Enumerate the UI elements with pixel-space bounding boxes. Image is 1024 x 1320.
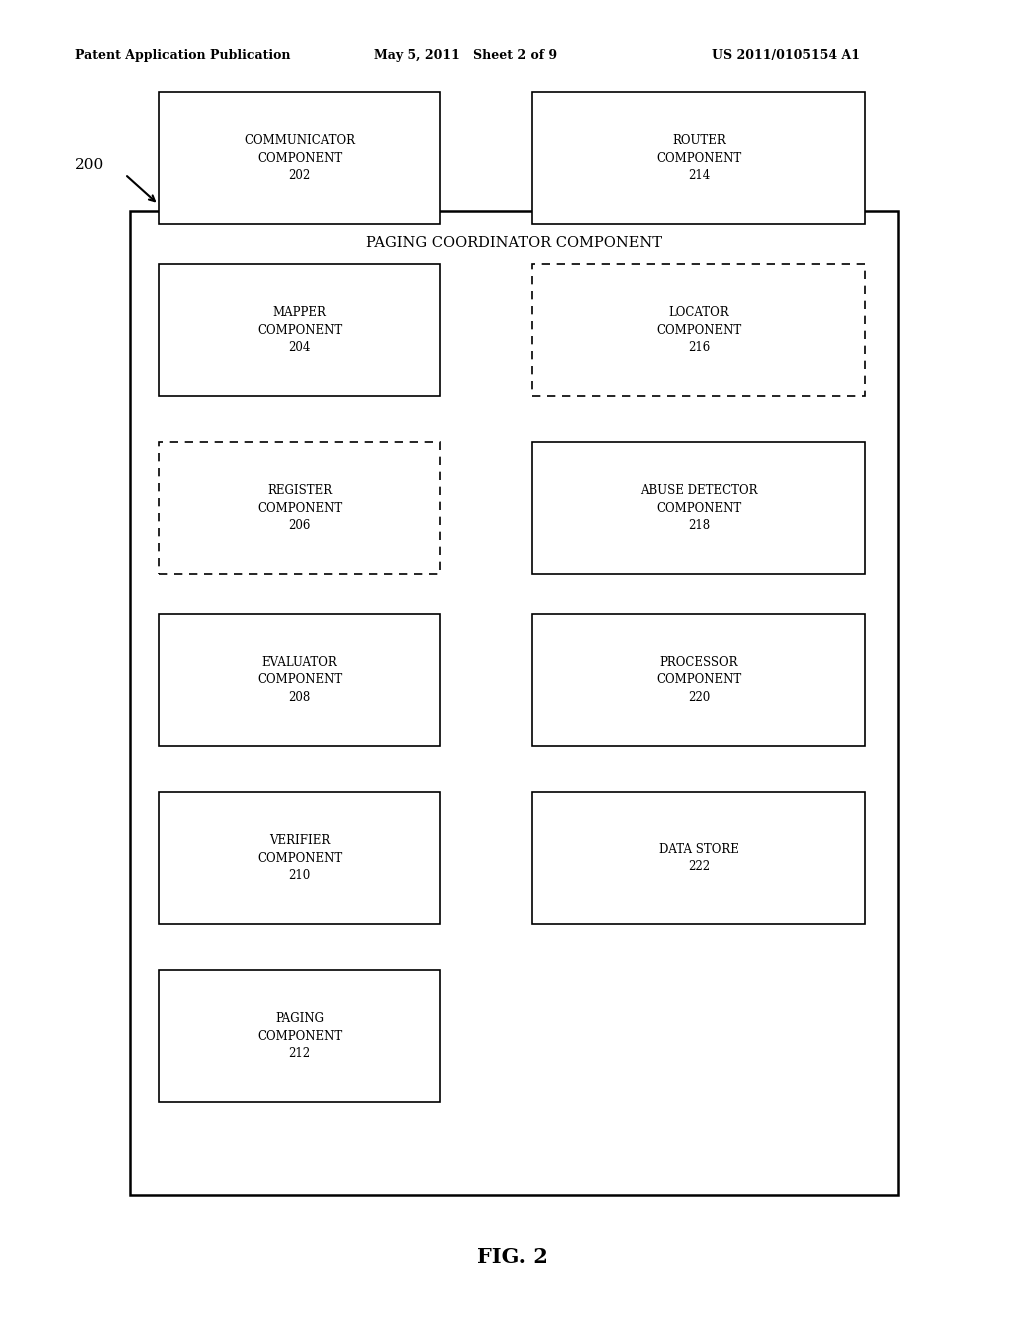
Bar [159, 792, 440, 924]
Text: DATA STORE
222: DATA STORE 222 [658, 842, 739, 874]
Bar [159, 970, 440, 1102]
Text: US 2011/0105154 A1: US 2011/0105154 A1 [712, 49, 860, 62]
Bar [159, 92, 440, 224]
Text: PROCESSOR
COMPONENT
220: PROCESSOR COMPONENT 220 [656, 656, 741, 704]
Text: REGISTER
COMPONENT
206: REGISTER COMPONENT 206 [257, 484, 342, 532]
Text: MAPPER
COMPONENT
204: MAPPER COMPONENT 204 [257, 306, 342, 354]
Text: Patent Application Publication: Patent Application Publication [75, 49, 290, 62]
Bar [159, 442, 440, 574]
Bar [159, 264, 440, 396]
Text: EVALUATOR
COMPONENT
208: EVALUATOR COMPONENT 208 [257, 656, 342, 704]
Text: ABUSE DETECTOR
COMPONENT
218: ABUSE DETECTOR COMPONENT 218 [640, 484, 758, 532]
Bar [532, 92, 865, 224]
Text: FIG. 2: FIG. 2 [476, 1246, 548, 1267]
Text: PAGING COORDINATOR COMPONENT: PAGING COORDINATOR COMPONENT [366, 236, 663, 249]
Bar [532, 442, 865, 574]
Text: VERIFIER
COMPONENT
210: VERIFIER COMPONENT 210 [257, 834, 342, 882]
Bar [130, 211, 898, 1195]
Bar [532, 614, 865, 746]
Text: 200: 200 [75, 158, 104, 172]
Text: COMMUNICATOR
COMPONENT
202: COMMUNICATOR COMPONENT 202 [244, 135, 355, 182]
Bar [159, 614, 440, 746]
Text: PAGING
COMPONENT
212: PAGING COMPONENT 212 [257, 1012, 342, 1060]
Text: May 5, 2011   Sheet 2 of 9: May 5, 2011 Sheet 2 of 9 [374, 49, 557, 62]
Text: LOCATOR
COMPONENT
216: LOCATOR COMPONENT 216 [656, 306, 741, 354]
Bar [532, 264, 865, 396]
Text: ROUTER
COMPONENT
214: ROUTER COMPONENT 214 [656, 135, 741, 182]
Bar [532, 792, 865, 924]
